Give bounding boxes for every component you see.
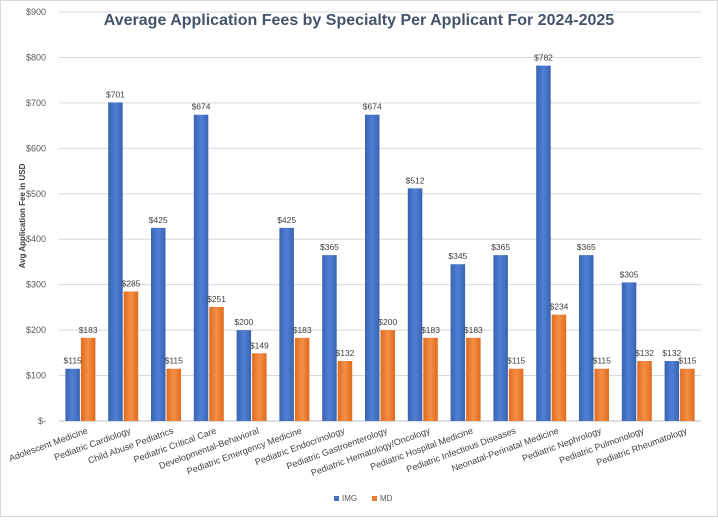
data-label-img: $782 [534, 53, 553, 63]
bar-img [450, 264, 466, 421]
legend-label-md: MD [380, 494, 393, 503]
y-tick-label: $300 [26, 280, 46, 290]
y-axis-label: Avg Application Fee in USD [18, 163, 27, 268]
y-tick-label: $- [38, 416, 46, 426]
bar-img [322, 255, 337, 421]
y-tick-label: $700 [26, 98, 46, 108]
data-label-img: $425 [149, 215, 168, 225]
bar-img [536, 65, 551, 421]
data-label-img: $115 [64, 356, 83, 366]
data-label-img: $365 [491, 242, 510, 252]
data-label-img: $365 [320, 242, 339, 252]
chart-title: Average Application Fees by Specialty Pe… [104, 12, 615, 29]
bar-img [621, 282, 637, 421]
data-label-md: $132 [635, 348, 654, 358]
y-tick-label: $200 [26, 325, 46, 335]
bar-img [236, 330, 252, 421]
y-tick-label: $800 [26, 52, 46, 62]
y-tick-label: $600 [26, 143, 46, 153]
data-label-md: $115 [593, 356, 612, 366]
bar-md [380, 330, 395, 421]
data-label-img: $132 [662, 348, 681, 358]
data-label-img: $345 [448, 251, 467, 261]
data-label-img: $674 [192, 102, 211, 112]
bar-img [407, 188, 423, 421]
data-label-md: $115 [507, 356, 526, 366]
data-label-md: $115 [678, 356, 697, 366]
data-label-md: $115 [165, 356, 184, 366]
data-label-md: $234 [549, 302, 568, 312]
bar-md [337, 361, 353, 421]
bar-img [65, 368, 80, 421]
bar-img [664, 361, 680, 421]
bar-img [151, 227, 166, 421]
data-label-img: $674 [363, 102, 382, 112]
data-label-md: $285 [121, 278, 140, 288]
legend-swatch-img [334, 496, 339, 501]
data-labels: $115 $701 $425 $674 $200 $425 $365 $674 $512 $345… [64, 53, 697, 366]
bar-md [252, 353, 267, 421]
data-label-img: $305 [620, 269, 639, 279]
data-label-md: $132 [335, 348, 354, 358]
bar-img [493, 255, 508, 421]
data-label-img: $365 [577, 242, 596, 252]
bar-md [466, 337, 481, 421]
bar-md [594, 368, 609, 421]
bar-img [193, 114, 209, 422]
bar-md [294, 337, 310, 421]
data-label-md: $183 [79, 325, 98, 335]
gridlines [59, 11, 701, 422]
bars [65, 65, 695, 422]
legend-swatch-md [372, 496, 377, 501]
bar-img [108, 102, 123, 421]
data-label-md: $200 [378, 317, 397, 327]
y-axis-ticks: $- $100 $200 $300 $400 $500 $600 $700 $800 $900 [26, 7, 46, 426]
bar-img [579, 255, 594, 421]
y-tick-label: $900 [26, 7, 46, 17]
legend: IMG MD [334, 494, 393, 503]
legend-label-img: IMG [342, 494, 357, 503]
bar-md [123, 291, 139, 421]
data-label-img: $512 [406, 175, 425, 185]
data-label-img: $701 [106, 89, 125, 99]
data-label-md: $183 [421, 325, 440, 335]
bar-md [209, 306, 224, 421]
bar-img [365, 114, 380, 422]
bar-md [637, 361, 652, 421]
data-label-md: $183 [464, 325, 483, 335]
data-label-md: $149 [250, 340, 269, 350]
bar-md [423, 337, 438, 421]
bar-md [680, 368, 695, 421]
data-label-img: $425 [277, 215, 296, 225]
y-tick-label: $500 [26, 189, 46, 199]
bar-md [508, 368, 524, 421]
data-label-md: $183 [293, 325, 312, 335]
bar-md [551, 314, 567, 421]
bar-md [80, 337, 96, 421]
bar-md [166, 368, 181, 421]
bar-img [279, 227, 294, 421]
y-tick-label: $400 [26, 234, 46, 244]
data-label-img: $200 [234, 317, 253, 327]
data-label-md: $251 [207, 294, 226, 304]
y-tick-label: $100 [26, 371, 46, 381]
